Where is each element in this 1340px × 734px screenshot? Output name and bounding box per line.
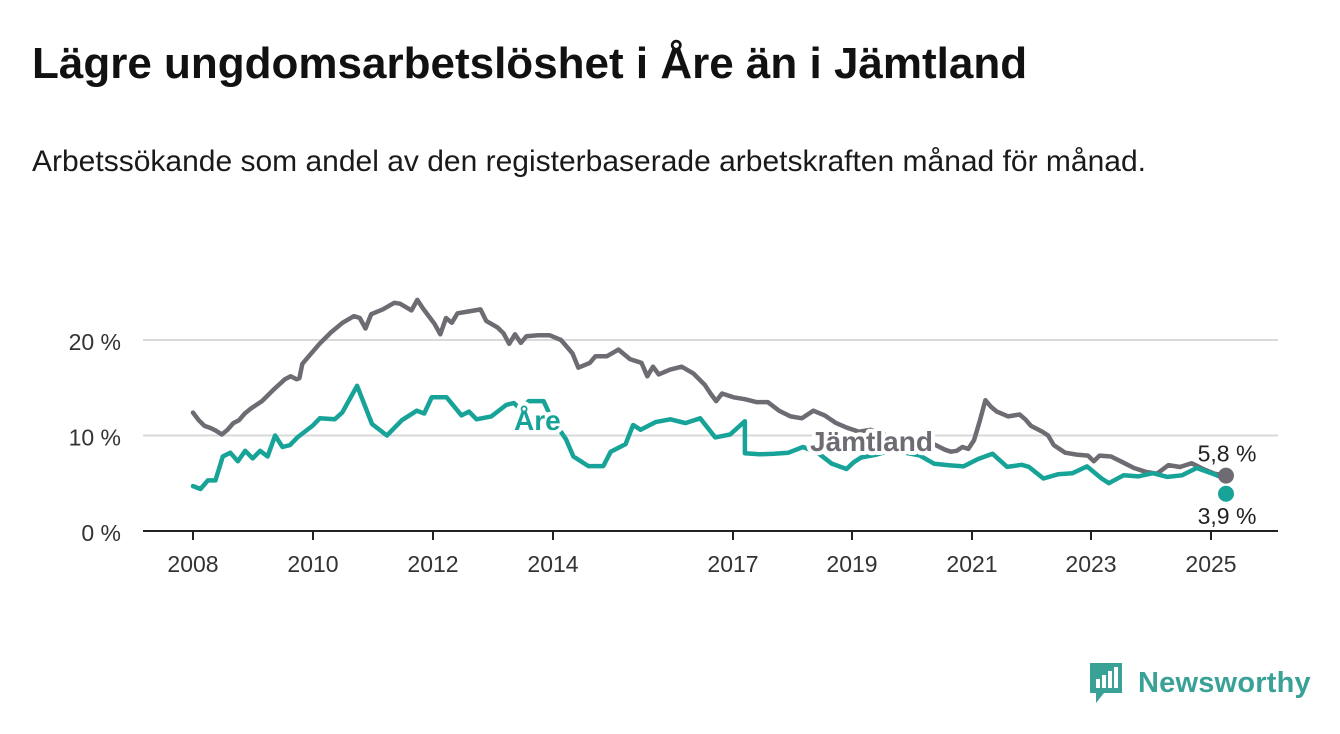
series-label-jamtland: Jämtland bbox=[810, 426, 933, 457]
x-tick-label: 2008 bbox=[167, 551, 218, 577]
series-label-are: Åre bbox=[514, 405, 561, 436]
end-point-jamtland bbox=[1218, 467, 1234, 484]
x-tick-label: 2023 bbox=[1065, 551, 1116, 577]
y-tick-label: 10 % bbox=[69, 425, 121, 451]
x-tick-label: 2017 bbox=[707, 551, 758, 577]
y-tick-label: 20 % bbox=[69, 329, 121, 355]
chart-title: Lägre ungdomsarbetslöshet i Åre än i Jäm… bbox=[32, 39, 1028, 88]
end-point-are bbox=[1218, 485, 1234, 502]
chart-subtitle: Arbetssökande som andel av den registerb… bbox=[32, 145, 1146, 178]
newsworthy-chart-icon bbox=[1090, 663, 1122, 703]
series-label-are-halo: Åre bbox=[514, 405, 561, 436]
brand-logo: Newsworthy bbox=[1088, 660, 1311, 706]
series-lines bbox=[190, 297, 1234, 502]
brand-name: Newsworthy bbox=[1138, 666, 1311, 699]
end-label-jamtland: 5,8 % bbox=[1198, 441, 1257, 467]
series-label-jamtland-halo: Jämtland bbox=[810, 426, 933, 457]
end-label-are: 3,9 % bbox=[1198, 503, 1257, 529]
x-tick-label: 2014 bbox=[527, 551, 578, 577]
series-line-are bbox=[190, 383, 1229, 492]
x-tick-label: 2025 bbox=[1185, 551, 1236, 577]
x-tick-label: 2012 bbox=[407, 551, 458, 577]
x-tick-label: 2019 bbox=[826, 551, 877, 577]
x-tick-label: 2021 bbox=[946, 551, 997, 577]
y-tick-label: 0 % bbox=[81, 520, 121, 546]
grid-lines bbox=[143, 339, 1278, 437]
axes: 0 % 10 % 20 % 2008 2010 2012 2014 2017 2019 2021 2… bbox=[69, 329, 1278, 577]
x-tick-label: 2010 bbox=[287, 551, 338, 577]
series-line-jamtland bbox=[190, 297, 1229, 478]
